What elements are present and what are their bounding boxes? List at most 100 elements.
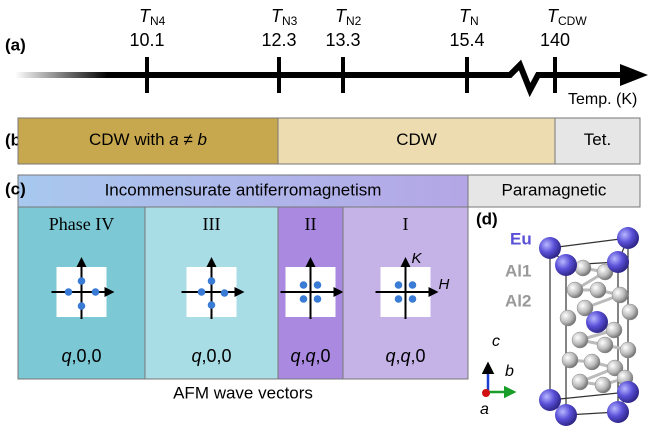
text-part: q (385, 346, 395, 366)
footer-text: AFM wave vectors (173, 383, 313, 402)
al-atom (576, 299, 594, 317)
text-part: ,0 (411, 346, 426, 366)
transition-value: 10.1 (129, 30, 164, 50)
magnetic-peak (408, 295, 417, 303)
axis-label: H (439, 276, 450, 293)
header-text: Incommensurate antiferromagnetism (105, 180, 382, 199)
subscript: N4 (150, 14, 166, 28)
bar-text: CDW with a ≠ b (89, 130, 207, 149)
axis-label: K (412, 250, 423, 267)
magnetic-peak (197, 288, 206, 296)
wave-vector: q,q,0 (290, 346, 330, 366)
text-part: ,0 (316, 346, 331, 366)
magnetic-peak (91, 288, 100, 296)
magnetic-peak (408, 281, 417, 289)
text-part: ,0,0 (201, 346, 231, 366)
magnetic-peak (220, 289, 229, 297)
symbol: T (335, 6, 348, 26)
cell-edge (549, 237, 629, 249)
symbol: T (139, 6, 152, 26)
transition-value: 13.3 (325, 30, 360, 50)
al-atom (583, 353, 601, 371)
transition-symbol: TN3 (271, 6, 298, 28)
transition-symbol: TN (459, 6, 479, 28)
crystal-structure (539, 227, 639, 426)
text-part: q (191, 346, 201, 366)
wave-vector: q,0,0 (191, 346, 231, 366)
subscript: CDW (558, 14, 587, 28)
phase-name: III (203, 214, 221, 234)
symbol: T (459, 6, 472, 26)
panel-label: (d) (476, 209, 498, 228)
phase-name: II (305, 214, 317, 234)
al-atom (596, 336, 614, 354)
al-atom (571, 331, 589, 349)
magnetic-peak (207, 301, 216, 309)
axis-label: Temp. (K) (568, 91, 637, 108)
al-atom (594, 376, 612, 394)
wave-vector: q,q,0 (385, 346, 425, 366)
text-part: Tet. (584, 130, 611, 149)
text-part: q (306, 346, 316, 366)
text-part: q (61, 346, 71, 366)
magnetic-peak (299, 295, 308, 303)
transition-value: 12.3 (261, 30, 296, 50)
atom-label: Al2 (505, 291, 531, 310)
axis-label: a (480, 401, 489, 418)
eu-atom (607, 401, 629, 423)
atom-label: Eu (510, 229, 532, 248)
al-atom (619, 341, 637, 359)
subscript: N2 (346, 14, 362, 28)
al-atom (566, 281, 584, 299)
eu-atom (586, 311, 608, 333)
atom-label: Al1 (505, 261, 531, 280)
bar-text: CDW (396, 130, 437, 149)
subscript: N3 (282, 14, 298, 28)
text-part: , (300, 346, 305, 366)
al-atom (571, 373, 589, 391)
al-atom (611, 286, 629, 304)
text-part: q (401, 346, 411, 366)
phase-bar (17, 117, 279, 165)
eu-atom (555, 404, 577, 426)
header-bar (17, 174, 469, 208)
transition-symbol: TN4 (139, 6, 166, 28)
eu-atom (617, 381, 639, 403)
paramagnetic-text: Paramagnetic (502, 180, 607, 199)
text-part: a (169, 130, 178, 149)
magnetic-peak (313, 281, 322, 289)
text-part: CDW with (89, 130, 169, 149)
axis-a (482, 389, 490, 397)
transition-value: 15.4 (449, 30, 484, 50)
eu-atom (617, 227, 639, 249)
magnetic-peak (77, 302, 86, 310)
bar-text: Tet. (584, 130, 611, 149)
magnetic-peak (207, 277, 216, 285)
magnetic-peak (64, 288, 73, 296)
magnetic-peak (394, 295, 403, 303)
axis-label: c (492, 333, 500, 350)
al-atom (589, 281, 607, 299)
transition-value: 140 (540, 30, 570, 50)
phase-bar (554, 117, 641, 165)
text-part: b (198, 130, 207, 149)
transition-symbol: TCDW (547, 6, 587, 28)
paramagnetic-bar (467, 174, 641, 208)
transition-symbol: TN2 (335, 6, 362, 28)
timeline-axis (15, 59, 632, 98)
cell-edge (549, 391, 629, 401)
text-part: ≠ (179, 130, 198, 149)
symbol: T (271, 6, 284, 26)
al-atom (621, 303, 639, 321)
al-atom (606, 359, 624, 377)
eu-atom (539, 389, 561, 411)
axis-label: b (505, 363, 514, 380)
text-part: q (290, 346, 300, 366)
symbol: T (547, 6, 560, 26)
magnetic-peak (77, 277, 86, 285)
arrow-head (620, 64, 648, 86)
panel-label: (a) (5, 35, 26, 54)
text-part: CDW (396, 130, 437, 149)
subscript: N (470, 14, 479, 28)
